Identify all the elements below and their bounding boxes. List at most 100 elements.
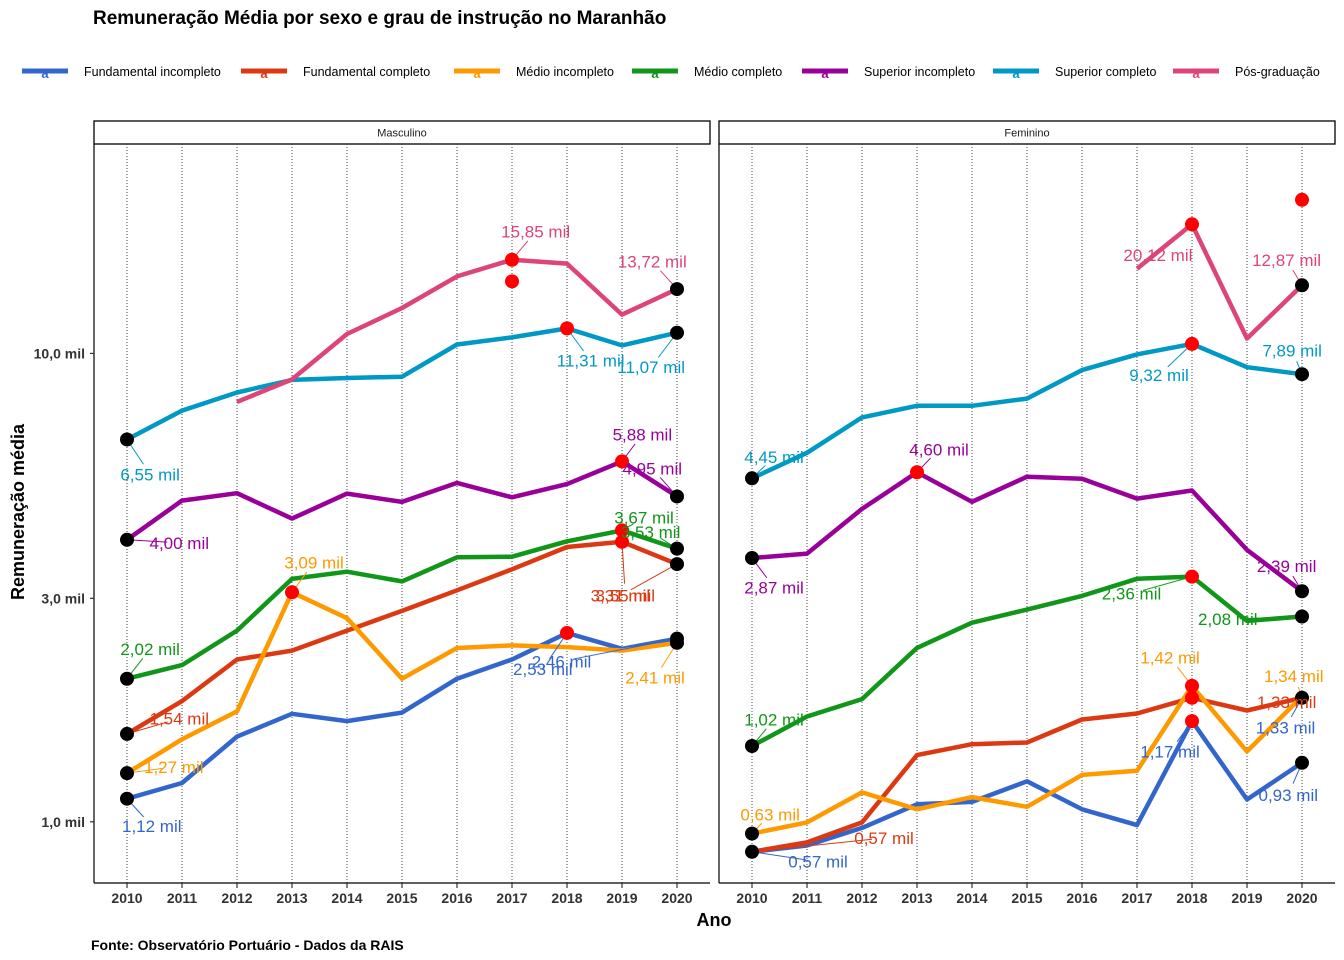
endpoint-marker bbox=[670, 557, 684, 572]
data-label: 2,08 mil bbox=[1198, 610, 1258, 629]
x-tick-label: 2015 bbox=[1011, 890, 1042, 906]
series-line-fundamental-completo bbox=[751, 695, 1303, 855]
x-tick-label: 2019 bbox=[606, 890, 637, 906]
y-axis-title: Remuneração média bbox=[8, 423, 28, 600]
x-tick-label: 2014 bbox=[956, 890, 987, 906]
data-label: 1,34 mil bbox=[1264, 667, 1324, 686]
legend-label: Fundamental completo bbox=[303, 65, 430, 79]
x-tick-label: 2017 bbox=[496, 890, 527, 906]
y-tick-label: 3,0 mil bbox=[41, 590, 85, 606]
data-label: 2,02 mil bbox=[120, 640, 180, 659]
label-leader bbox=[630, 563, 678, 591]
x-tick-label: 2018 bbox=[551, 890, 582, 906]
data-label: 4,45 mil bbox=[744, 448, 804, 467]
legend-key-glyph: a bbox=[1012, 66, 1020, 81]
source-caption: Fonte: Observatório Portuário - Dados da… bbox=[91, 937, 404, 953]
label-leader bbox=[126, 721, 168, 735]
y-tick-label: 10,0 mil bbox=[34, 345, 85, 361]
endpoint-marker bbox=[120, 432, 134, 447]
highlight-marker bbox=[1295, 192, 1309, 207]
series-line-pos-graduacao bbox=[1135, 222, 1304, 341]
series-line-medio-completo bbox=[750, 574, 1303, 748]
legend-label: Médio incompleto bbox=[516, 65, 614, 79]
x-axis-title: Ano bbox=[697, 910, 732, 930]
data-label: 1,12 mil bbox=[122, 817, 182, 836]
endpoint-marker bbox=[1295, 584, 1309, 599]
endpoint-marker bbox=[745, 550, 759, 565]
label-leader bbox=[1239, 616, 1303, 620]
highlight-marker bbox=[1185, 217, 1199, 232]
data-label: 3,67 mil bbox=[614, 509, 674, 528]
highlight-marker bbox=[615, 534, 629, 549]
data-label: 3,09 mil bbox=[284, 553, 344, 572]
data-label: 9,32 mil bbox=[1129, 366, 1189, 385]
x-tick-label: 2011 bbox=[792, 890, 823, 906]
series-line-superior-incompleto bbox=[751, 470, 1304, 594]
legend-item-medio-incompleto: a Médio incompleto bbox=[454, 65, 614, 81]
data-label: 12,87 mil bbox=[1252, 251, 1321, 270]
data-label: 1,02 mil bbox=[744, 711, 804, 730]
endpoint-marker bbox=[745, 826, 759, 841]
series-line-medio-incompleto bbox=[125, 590, 678, 776]
data-label: 7,89 mil bbox=[1262, 341, 1322, 360]
chart-title: Remuneração Média por sexo e grau de ins… bbox=[93, 8, 666, 29]
legend-item-medio-completo: a Médio completo bbox=[632, 65, 782, 81]
data-label: 1,17 mil bbox=[1140, 742, 1200, 761]
panel-masculino: Masculino 1,0 mil 3,0 mil 10,0 mil 2010 2011 2… bbox=[34, 120, 711, 906]
panel-feminino: Feminino 2010 2011 2012 2013 2014 2015 2016 2017… bbox=[718, 120, 1336, 906]
x-tick-label: 2015 bbox=[386, 890, 417, 906]
series-line-superior-incompleto bbox=[125, 459, 679, 542]
x-tick-label: 2014 bbox=[331, 890, 362, 906]
data-label: 11,07 mil bbox=[617, 358, 685, 377]
series-line-superior-completo bbox=[125, 326, 678, 442]
label-leader bbox=[573, 638, 678, 660]
endpoint-marker bbox=[120, 532, 134, 547]
endpoint-marker bbox=[670, 541, 684, 556]
highlight-marker bbox=[505, 252, 519, 267]
data-label: 0,93 mil bbox=[1258, 786, 1318, 805]
legend-item-pos-graduacao: a Pós-graduação bbox=[1173, 65, 1320, 81]
endpoint-marker bbox=[745, 739, 759, 754]
series-line-fundamental-incompleto bbox=[751, 718, 1304, 855]
legend-item-superior-completo: a Superior completo bbox=[993, 65, 1156, 81]
highlight-marker bbox=[560, 625, 574, 640]
data-label: 6,55 mil bbox=[120, 465, 180, 484]
data-label: 1,33 mil bbox=[1257, 693, 1317, 712]
data-label: 4,60 mil bbox=[909, 440, 969, 459]
series-line-superior-completo bbox=[751, 341, 1303, 481]
highlight-marker bbox=[1185, 336, 1199, 351]
x-tick-label: 2018 bbox=[1176, 890, 1207, 906]
highlight-marker bbox=[560, 321, 574, 336]
facet-strip-label: Feminino bbox=[1004, 128, 1049, 140]
label-leader bbox=[1142, 576, 1193, 591]
data-label: 5,88 mil bbox=[613, 425, 673, 444]
legend-label: Pós-graduação bbox=[1235, 65, 1320, 79]
data-label: 0,57 mil bbox=[854, 829, 914, 848]
label-leader bbox=[751, 851, 807, 861]
data-label: 1,42 mil bbox=[1140, 648, 1200, 667]
data-label: 2,46 mil bbox=[532, 652, 592, 671]
endpoint-marker bbox=[745, 844, 759, 859]
endpoint-marker bbox=[1295, 755, 1309, 770]
data-label: 13,72 mil bbox=[618, 253, 687, 272]
data-label: 15,85 mil bbox=[501, 223, 570, 242]
legend-item-fundamental-completo: a Fundamental completo bbox=[241, 65, 430, 81]
legend-key-glyph: a bbox=[41, 66, 49, 81]
data-label: 3,53 mil bbox=[621, 523, 681, 542]
x-tick-label: 2010 bbox=[736, 890, 767, 906]
series-line-medio-completo bbox=[126, 528, 678, 681]
endpoint-marker bbox=[1295, 278, 1309, 293]
endpoint-marker bbox=[1295, 690, 1309, 705]
endpoint-marker bbox=[120, 791, 134, 806]
x-tick-label: 2017 bbox=[1121, 890, 1152, 906]
label-leader bbox=[751, 838, 873, 853]
x-tick-label: 2013 bbox=[276, 890, 307, 906]
legend: a Fundamental incompleto a Fundamental comp… bbox=[22, 65, 1320, 81]
highlight-marker bbox=[1185, 690, 1199, 705]
highlight-marker bbox=[1185, 569, 1199, 584]
data-label: 2,87 mil bbox=[744, 578, 804, 597]
highlight-marker bbox=[615, 523, 629, 538]
legend-key-glyph: a bbox=[473, 66, 481, 81]
legend-key-glyph: a bbox=[651, 66, 659, 81]
